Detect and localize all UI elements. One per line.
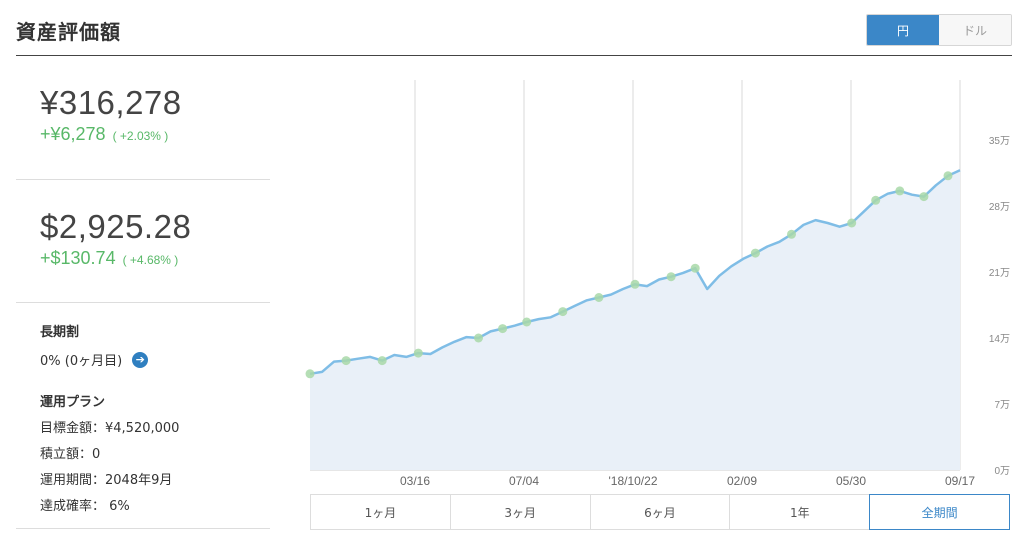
y-tick-label: 35万: [989, 136, 1010, 147]
data-point-marker: [413, 348, 423, 358]
data-point-marker: [871, 195, 881, 205]
data-point-marker: [558, 307, 568, 317]
data-point-marker: [498, 324, 508, 334]
currency-toggle: 円 ドル: [866, 14, 1012, 46]
range-6m-button[interactable]: 6ヶ月: [590, 495, 731, 529]
data-point-marker: [666, 272, 676, 282]
plan-info: 長期割 0% (0ヶ月目) ➔ 運用プラン 目標金額：¥4,520,000 積立…: [16, 303, 270, 529]
jpy-gain-amount: +¥6,278: [40, 124, 106, 144]
data-point-marker: [377, 356, 387, 366]
y-tick-label: 0万: [994, 466, 1010, 477]
page-header: 資産評価額 円 ドル: [16, 0, 1012, 56]
x-tick-label: 02/09: [727, 474, 757, 488]
data-point-marker: [341, 356, 351, 366]
range-all-button[interactable]: 全期間: [869, 494, 1010, 530]
x-tick-label: 05/30: [836, 474, 866, 488]
y-tick-label: 14万: [989, 334, 1010, 345]
x-tick-label: 07/04: [509, 474, 539, 488]
y-tick-label: 7万: [994, 400, 1010, 411]
y-tick-label: 28万: [989, 202, 1010, 213]
arrow-right-icon[interactable]: ➔: [132, 351, 149, 368]
jpy-total: ¥316,278: [40, 84, 182, 121]
x-tick-label: 09/17: [945, 474, 975, 488]
data-point-marker: [895, 186, 905, 196]
data-point-marker: [690, 263, 700, 273]
currency-usd-button[interactable]: ドル: [939, 15, 1011, 45]
long-term-row: 0% (0ヶ月目) ➔: [40, 350, 270, 369]
data-point-marker: [305, 369, 315, 379]
series-area: [310, 170, 960, 470]
y-tick-label: 21万: [989, 268, 1010, 279]
x-tick-label: '18/10/22: [608, 474, 657, 488]
range-1y-button[interactable]: 1年: [730, 495, 871, 529]
data-point-marker: [522, 317, 532, 327]
data-point-marker: [943, 171, 953, 181]
usd-total: $2,925.28: [40, 208, 192, 245]
jpy-summary: ¥316,278 +¥6,278 ( +2.03% ): [16, 56, 270, 180]
summary-panel: ¥316,278 +¥6,278 ( +2.03% ) $2,925.28 +$…: [16, 56, 270, 529]
range-1m-button[interactable]: 1ヶ月: [311, 495, 451, 529]
long-term-value: 0% (0ヶ月目): [40, 354, 123, 369]
page-title: 資産評価額: [16, 20, 121, 44]
data-point-marker: [474, 333, 483, 343]
jpy-gain: +¥6,278 ( +2.03% ): [40, 124, 270, 145]
usd-gain-amount: +$130.74: [40, 248, 116, 268]
asset-chart: 0万 7万 14万 21万 28万 35万 03/16 07/04 '18/10/22 02/09…: [300, 70, 1024, 490]
currency-jpy-button[interactable]: 円: [867, 15, 939, 45]
plan-probability: 達成確率： 6%: [40, 499, 130, 514]
data-point-marker: [847, 218, 857, 228]
range-selector: 1ヶ月 3ヶ月 6ヶ月 1年 全期間: [310, 494, 1010, 530]
long-term-title: 長期割: [40, 325, 80, 340]
plan-period: 運用期間：2048年9月: [40, 473, 173, 488]
range-3m-button[interactable]: 3ヶ月: [450, 495, 591, 529]
usd-gain: +$130.74 ( +4.68% ): [40, 248, 270, 269]
plan-title: 運用プラン: [40, 395, 106, 410]
data-point-marker: [630, 279, 640, 289]
x-tick-label: 03/16: [400, 474, 430, 488]
usd-gain-percent: ( +4.68% ): [122, 253, 179, 267]
usd-summary: $2,925.28 +$130.74 ( +4.68% ): [16, 180, 270, 303]
data-point-marker: [750, 248, 760, 258]
data-point-marker: [787, 229, 796, 239]
jpy-gain-percent: ( +2.03% ): [112, 129, 169, 143]
data-point-marker: [594, 293, 604, 302]
asset-chart-svg: 0万 7万 14万 21万 28万 35万 03/16 07/04 '18/10/22 02/09…: [305, 80, 1010, 488]
data-point-marker: [919, 192, 929, 202]
plan-contribution: 積立額：0: [40, 447, 101, 462]
plan-target-amount: 目標金額：¥4,520,000: [40, 421, 180, 436]
